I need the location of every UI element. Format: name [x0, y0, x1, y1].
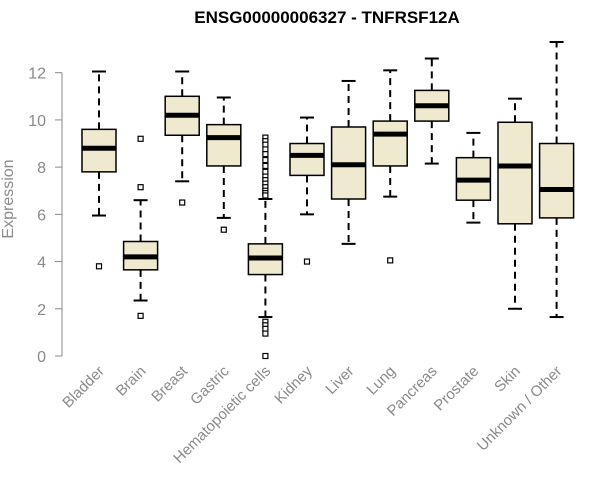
outlier-point — [137, 312, 144, 319]
y-tick-label: 10 — [28, 113, 46, 130]
box-prostate — [455, 131, 492, 224]
outlier-point — [95, 263, 103, 270]
boxes-group — [81, 41, 575, 360]
outlier-point — [220, 226, 227, 233]
outlier-point — [262, 330, 269, 337]
box-iqr — [289, 142, 325, 177]
box-iqr — [497, 121, 533, 225]
outlier-point — [262, 352, 269, 360]
y-tick-label: 6 — [37, 207, 46, 224]
outlier-point — [179, 199, 186, 206]
x-tick-label: Bladder — [59, 363, 108, 412]
y-tick-label: 4 — [37, 255, 46, 272]
x-tick-label: Prostate — [431, 363, 483, 415]
y-tick-label: 0 — [37, 349, 46, 366]
chart-title: ENSG00000006327 - TNFRSF12A — [194, 8, 460, 27]
box-bladder — [81, 70, 117, 270]
outlier-point — [387, 257, 394, 264]
box-gastric — [206, 96, 242, 233]
box-hematopoietic-cells — [247, 134, 284, 360]
y-tick-label: 2 — [37, 302, 46, 319]
outlier-point — [262, 162, 269, 170]
x-tick-label: Liver — [322, 363, 357, 398]
box-liver — [330, 79, 367, 245]
box-skin — [497, 97, 533, 310]
x-tick-label: Brain — [113, 363, 150, 400]
box-kidney — [289, 116, 325, 265]
outlier-point — [262, 151, 269, 158]
y-axis-label: Expression — [0, 159, 17, 238]
box-breast — [164, 70, 200, 206]
box-brain — [122, 135, 159, 319]
x-tick-label: Breast — [148, 362, 191, 405]
y-axis: 0 2 4 6 8 10 12 — [28, 66, 63, 366]
box-iqr — [206, 123, 242, 167]
box-iqr — [372, 120, 408, 167]
outlier-point — [262, 156, 269, 164]
outlier-point — [303, 258, 311, 265]
box-unknown-other — [538, 41, 575, 319]
outlier-point — [137, 135, 144, 142]
y-tick-label: 12 — [28, 66, 46, 83]
x-tick-label: Kidney — [271, 362, 316, 407]
box-pancreas — [414, 57, 450, 165]
x-tick-label: Lung — [363, 363, 399, 399]
y-tick-label: 8 — [37, 160, 46, 177]
x-tick-label: Skin — [491, 363, 524, 396]
outlier-point — [262, 192, 269, 199]
box-iqr — [538, 142, 575, 219]
box-lung — [372, 69, 408, 264]
outlier-point — [137, 184, 144, 191]
